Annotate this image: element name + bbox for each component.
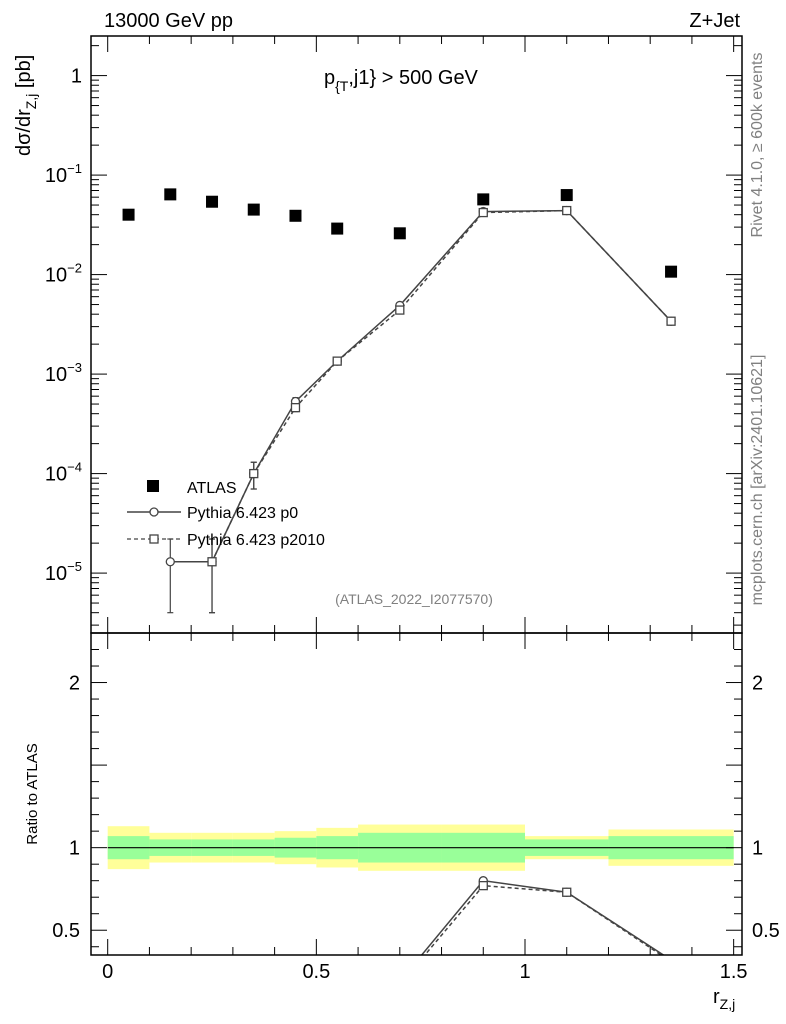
legend-p2010-marker: [127, 534, 181, 544]
ratio-panel: 2 2 1 1 0.5 0.5 0 0.5 1 1.5 Ratio to ATLAS rZ,j: [24, 632, 780, 1012]
ratio-p2010-point: [667, 958, 675, 966]
atlas-point: [477, 193, 490, 206]
ratio-xtick-label: 1: [519, 961, 530, 983]
main-ytick-labels: 1 10−1 10−2 10−3 10−4 10−5: [45, 66, 82, 586]
main-data: [122, 188, 678, 614]
ratio-p0-point: [396, 977, 404, 985]
p2010-point: [562, 205, 572, 216]
main-panel: 110−110−210−310−410−5 p{T,j1} > 500 GeV …: [13, 35, 743, 634]
rivet-label: Rivet 4.1.0, ≥ 600k events: [749, 53, 766, 238]
ratio-data: [107, 824, 734, 989]
main-ytick-label: 10−1: [45, 161, 82, 187]
atlas-point: [164, 188, 177, 201]
main-ytick-label: 10−2: [45, 261, 82, 287]
header-right: Z+Jet: [689, 10, 740, 32]
atlas-point: [393, 227, 406, 240]
analysis-watermark: (ATLAS_2022_I2077570): [335, 591, 493, 607]
main-ticks: [91, 36, 742, 633]
atlas-point: [331, 222, 344, 235]
main-ytick-label: 10−3: [45, 360, 82, 386]
main-ytick-label: 1: [71, 66, 82, 88]
main-ytick-label: 10−4: [45, 460, 82, 486]
ratio-ytick-label: 1: [69, 838, 80, 860]
ratio-line-0: [420, 879, 665, 955]
ratio-ytick-label: 0.5: [52, 920, 80, 942]
atlas-point: [665, 265, 678, 278]
ratio-xtick-label: 0.5: [302, 961, 330, 983]
p0-point: [165, 557, 175, 567]
ratio-xtick-label: 0: [102, 961, 113, 983]
ratio-tick-labels: 2 2 1 1 0.5 0.5 0 0.5 1 1.5: [52, 673, 780, 983]
header-left: 13000 GeV pp: [104, 10, 233, 32]
p2010-point: [395, 305, 405, 315]
legend-atlas-marker: [147, 480, 159, 492]
ratio-p2010-point: [562, 887, 572, 897]
ratio-p2010-point: [478, 880, 488, 891]
legend-p2010-label: Pythia 6.423 p2010: [187, 532, 325, 549]
ratio-ytick-label-right: 0.5: [752, 920, 780, 942]
ratio-ylabel: Ratio to ATLAS: [24, 743, 41, 844]
legend-p0-label: Pythia 6.423 p0: [187, 505, 298, 522]
ratio-frame: [90, 632, 743, 956]
atlas-point: [122, 208, 135, 221]
ratio-xlabel: rZ,j: [713, 986, 735, 1012]
ratio-ytick-label: 2: [69, 673, 80, 695]
ratio-line-1: [423, 884, 663, 955]
ratio-p2010-point: [396, 981, 404, 989]
legend-atlas-label: ATLAS: [187, 480, 237, 497]
p2010-point: [666, 316, 676, 326]
main-ylabel: dσ/drZ,j [pb]: [13, 55, 39, 156]
ratio-ytick-label-right: 1: [752, 838, 763, 860]
atlas-point: [247, 203, 260, 216]
main-ytick-label: 10−5: [45, 559, 82, 585]
p2010-point: [207, 557, 217, 567]
atlas-point: [206, 195, 219, 208]
ratio-ytick-label-right: 2: [752, 673, 763, 695]
p2010-point: [290, 403, 301, 413]
p2010-point: [249, 468, 259, 479]
atlas-point: [289, 209, 302, 222]
ratio-p0-point: [667, 956, 675, 964]
legend: ATLAS Pythia 6.423 p0 Pythia 6.423 p2010: [127, 480, 325, 549]
ratio-xtick-label: 1.5: [720, 961, 748, 983]
mcplots-label: mcplots.cern.ch [arXiv:2401.10621]: [749, 355, 766, 606]
legend-p0-marker: [127, 507, 181, 517]
ratio-ticks: [91, 633, 742, 955]
plot-title: p{T,j1} > 500 GeV: [324, 67, 479, 94]
atlas-point: [560, 189, 573, 202]
p2010-point: [478, 207, 488, 218]
p2010-point: [332, 356, 342, 366]
